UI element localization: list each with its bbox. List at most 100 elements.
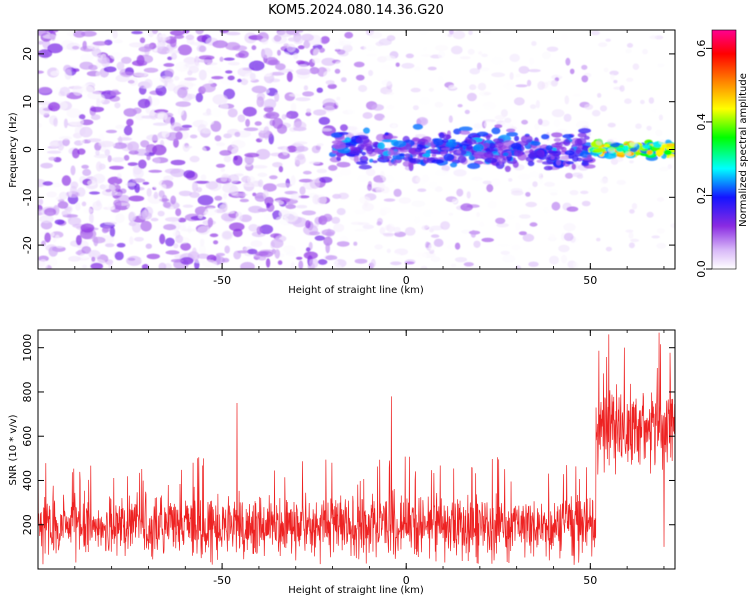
noise-blob <box>227 61 240 66</box>
noise-blob <box>513 97 525 106</box>
signal-blob <box>581 161 590 167</box>
noise-blob <box>257 179 264 188</box>
noise-blob <box>164 68 175 77</box>
noise-blob <box>303 85 309 91</box>
noise-blob <box>407 71 417 76</box>
noise-blob <box>430 234 440 238</box>
noise-blob <box>281 114 287 120</box>
noise-blob <box>258 250 274 258</box>
noise-blob <box>132 178 146 183</box>
noise-blob <box>112 142 128 149</box>
spectrogram-axes: -50 0 50 -20 -10 0 10 20 <box>21 30 675 287</box>
noise-blob <box>305 220 311 229</box>
noise-blob <box>251 85 267 94</box>
noise-blob <box>417 188 427 192</box>
noise-blob <box>519 79 528 85</box>
figure-title: KOM5.2024.080.14.36.G20 <box>268 3 444 18</box>
noise-blob <box>309 231 321 236</box>
signal-blob <box>456 150 462 154</box>
noise-blob <box>486 184 494 193</box>
noise-blob <box>389 218 402 228</box>
colorbar-gradient <box>712 30 736 269</box>
noise-blob <box>375 41 385 47</box>
noise-blob <box>473 123 483 129</box>
noise-blob <box>38 105 51 116</box>
noise-blob <box>138 211 153 220</box>
noise-blob <box>511 244 521 251</box>
noise-blob <box>565 172 573 179</box>
noise-blob <box>248 205 264 213</box>
noise-blob <box>414 66 422 72</box>
noise-blob <box>514 251 525 256</box>
noise-blob <box>231 139 246 149</box>
noise-blob <box>128 195 145 202</box>
y-tick-label: 800 <box>21 381 34 402</box>
noise-blob <box>201 83 216 93</box>
noise-blob <box>54 219 65 225</box>
noise-blob <box>365 168 376 177</box>
signal-blob <box>399 153 406 157</box>
noise-blob <box>605 246 613 252</box>
noise-blob <box>81 83 95 93</box>
signal-blob <box>388 162 394 167</box>
noise-blob <box>366 53 378 57</box>
noise-blob <box>179 222 187 227</box>
noise-blob <box>576 46 583 55</box>
noise-blob <box>128 150 139 155</box>
signal-blob <box>514 135 520 142</box>
noise-blob <box>635 123 642 129</box>
noise-blob <box>550 79 558 87</box>
noise-blob <box>220 168 226 172</box>
noise-blob <box>425 241 430 249</box>
noise-blob <box>285 30 300 35</box>
noise-blob <box>278 166 284 173</box>
noise-blob <box>166 49 180 54</box>
noise-blob <box>572 93 582 97</box>
noise-blob <box>197 59 213 63</box>
noise-blob <box>607 122 616 128</box>
noise-blob <box>276 191 286 196</box>
noise-blob <box>263 126 270 137</box>
noise-blob <box>460 203 473 212</box>
noise-blob <box>386 248 391 254</box>
noise-blob <box>448 115 453 123</box>
noise-blob <box>59 86 71 97</box>
noise-blob <box>236 130 252 138</box>
noise-blob <box>320 37 329 45</box>
noise-blob <box>476 211 481 218</box>
noise-blob <box>232 228 243 238</box>
noise-blob <box>646 125 652 131</box>
noise-blob <box>410 165 425 174</box>
signal-blob <box>485 134 491 141</box>
noise-blob <box>528 261 539 267</box>
noise-blob <box>40 162 53 169</box>
noise-blob <box>90 262 104 269</box>
noise-blob <box>238 50 249 59</box>
noise-blob <box>262 189 269 200</box>
noise-blob <box>347 125 360 134</box>
noise-blob <box>631 203 638 210</box>
noise-blob <box>196 35 208 43</box>
noise-blob <box>561 254 567 264</box>
noise-blob <box>89 212 94 224</box>
noise-blob <box>430 225 444 231</box>
noise-blob <box>553 119 561 128</box>
signal-blob <box>543 165 553 171</box>
noise-blob <box>223 57 235 61</box>
noise-blob <box>116 242 126 248</box>
signal-blob <box>374 148 383 155</box>
signal-blob <box>473 152 487 159</box>
signal-blob <box>398 149 409 153</box>
noise-blob <box>79 253 90 259</box>
noise-blob <box>189 134 198 139</box>
noise-blob <box>649 35 658 40</box>
noise-blob <box>391 165 397 169</box>
noise-blob <box>219 102 229 111</box>
noise-blob <box>556 68 565 77</box>
noise-blob <box>323 236 333 246</box>
noise-blob <box>670 223 675 228</box>
noise-blob <box>79 61 94 70</box>
noise-blob <box>199 238 205 247</box>
noise-blob <box>223 192 228 200</box>
